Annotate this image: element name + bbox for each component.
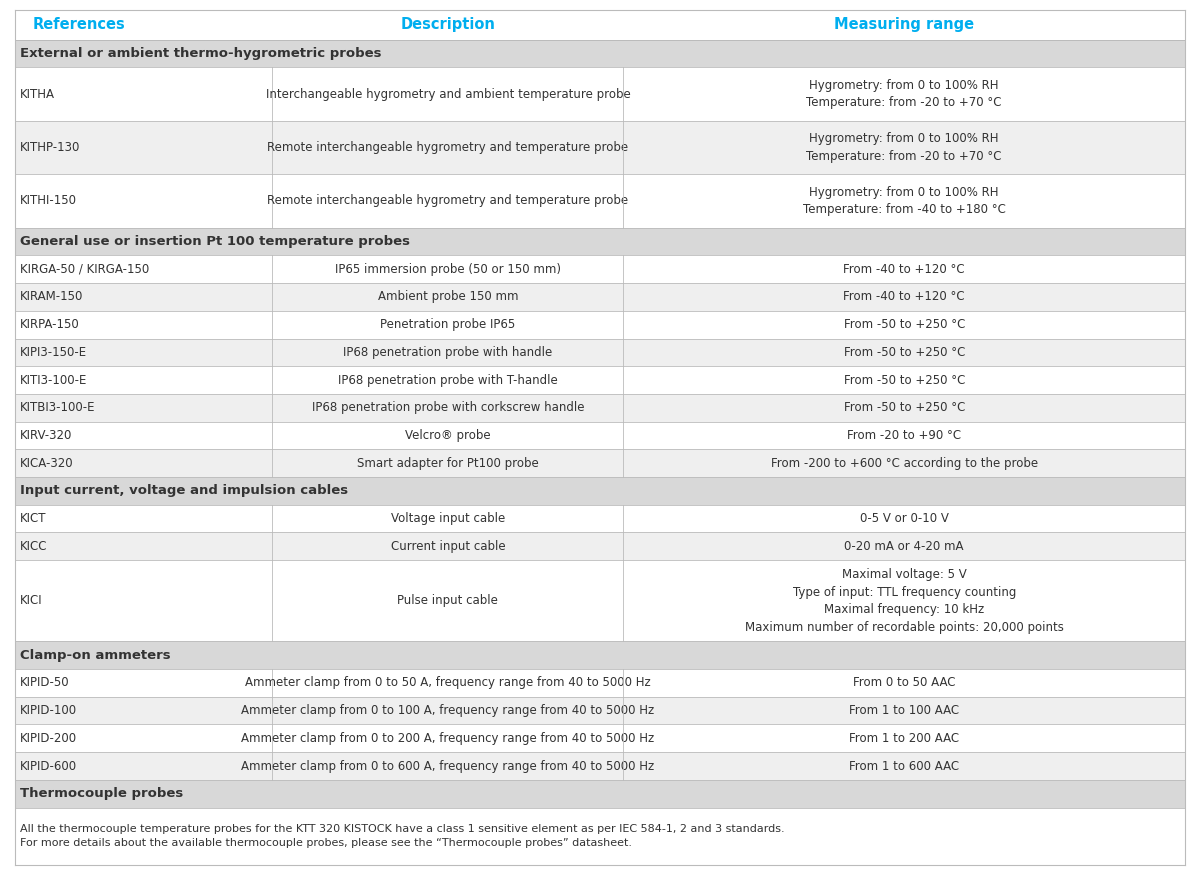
- Text: KITI3-100-E: KITI3-100-E: [20, 374, 88, 387]
- Bar: [14, 394, 1186, 422]
- Text: KIRV-320: KIRV-320: [20, 429, 72, 442]
- Text: Clamp-on ammeters: Clamp-on ammeters: [20, 648, 170, 662]
- Text: KIPID-600: KIPID-600: [20, 760, 77, 773]
- Text: From 1 to 200 AAC: From 1 to 200 AAC: [850, 732, 959, 745]
- Bar: [14, 780, 1186, 808]
- Bar: [14, 311, 1186, 339]
- Text: Ammeter clamp from 0 to 100 A, frequency range from 40 to 5000 Hz: Ammeter clamp from 0 to 100 A, frequency…: [241, 704, 654, 717]
- Text: From -20 to +90 °C: From -20 to +90 °C: [847, 429, 961, 442]
- Text: Velcro® probe: Velcro® probe: [406, 429, 491, 442]
- Bar: [14, 533, 1186, 560]
- Text: 0-5 V or 0-10 V: 0-5 V or 0-10 V: [859, 512, 949, 525]
- Bar: [14, 67, 1186, 121]
- Text: All the thermocouple temperature probes for the KTT 320 KISTOCK have a class 1 s: All the thermocouple temperature probes …: [20, 824, 785, 848]
- Text: From 0 to 50 AAC: From 0 to 50 AAC: [853, 676, 955, 690]
- Text: KIPI3-150-E: KIPI3-150-E: [20, 346, 88, 359]
- Text: Interchangeable hygrometry and ambient temperature probe: Interchangeable hygrometry and ambient t…: [265, 88, 630, 101]
- Text: KIPID-100: KIPID-100: [20, 704, 77, 717]
- Text: Ammeter clamp from 0 to 200 A, frequency range from 40 to 5000 Hz: Ammeter clamp from 0 to 200 A, frequency…: [241, 732, 654, 745]
- Text: KITHA: KITHA: [20, 88, 55, 101]
- Bar: [14, 477, 1186, 505]
- Text: KIRAM-150: KIRAM-150: [20, 290, 83, 304]
- Text: From -50 to +250 °C: From -50 to +250 °C: [844, 318, 965, 331]
- Text: KIRGA-50 / KIRGA-150: KIRGA-50 / KIRGA-150: [20, 262, 149, 276]
- Bar: [14, 560, 1186, 641]
- Text: KITHI-150: KITHI-150: [20, 194, 77, 207]
- Bar: [14, 669, 1186, 696]
- Text: IP68 penetration probe with corkscrew handle: IP68 penetration probe with corkscrew ha…: [312, 402, 584, 414]
- Text: General use or insertion Pt 100 temperature probes: General use or insertion Pt 100 temperat…: [20, 235, 410, 248]
- Text: Thermocouple probes: Thermocouple probes: [20, 788, 184, 801]
- Text: KIRPA-150: KIRPA-150: [20, 318, 79, 331]
- Text: 0-20 mA or 4-20 mA: 0-20 mA or 4-20 mA: [845, 540, 964, 553]
- Text: Pulse input cable: Pulse input cable: [397, 594, 498, 607]
- Text: IP68 penetration probe with T-handle: IP68 penetration probe with T-handle: [338, 374, 558, 387]
- Text: Maximal voltage: 5 V
Type of input: TTL frequency counting
Maximal frequency: 10: Maximal voltage: 5 V Type of input: TTL …: [745, 568, 1063, 634]
- Text: KICC: KICC: [20, 540, 48, 553]
- Bar: [14, 752, 1186, 780]
- Bar: [14, 641, 1186, 669]
- Text: KITBI3-100-E: KITBI3-100-E: [20, 402, 96, 414]
- Text: Remote interchangeable hygrometry and temperature probe: Remote interchangeable hygrometry and te…: [268, 141, 629, 154]
- Text: Hygrometry: from 0 to 100% RH
Temperature: from -40 to +180 °C: Hygrometry: from 0 to 100% RH Temperatur…: [803, 186, 1006, 216]
- Bar: [14, 450, 1186, 477]
- Bar: [14, 339, 1186, 367]
- Text: References: References: [32, 18, 126, 32]
- Bar: [14, 255, 1186, 284]
- Text: KIPID-200: KIPID-200: [20, 732, 77, 745]
- Text: Description: Description: [401, 18, 496, 32]
- Text: From -50 to +250 °C: From -50 to +250 °C: [844, 346, 965, 359]
- Bar: [14, 422, 1186, 450]
- Text: KICT: KICT: [20, 512, 47, 525]
- Text: Current input cable: Current input cable: [390, 540, 505, 553]
- Text: Ammeter clamp from 0 to 50 A, frequency range from 40 to 5000 Hz: Ammeter clamp from 0 to 50 A, frequency …: [245, 676, 650, 690]
- Bar: [14, 39, 1186, 67]
- Text: KITHP-130: KITHP-130: [20, 141, 80, 154]
- Text: Smart adapter for Pt100 probe: Smart adapter for Pt100 probe: [358, 457, 539, 470]
- Text: From 1 to 100 AAC: From 1 to 100 AAC: [850, 704, 959, 717]
- Text: IP65 immersion probe (50 or 150 mm): IP65 immersion probe (50 or 150 mm): [335, 262, 560, 276]
- Bar: [14, 724, 1186, 752]
- Text: KICI: KICI: [20, 594, 43, 607]
- Bar: [14, 284, 1186, 311]
- Text: From -50 to +250 °C: From -50 to +250 °C: [844, 402, 965, 414]
- Text: Penetration probe IP65: Penetration probe IP65: [380, 318, 516, 331]
- Bar: [14, 228, 1186, 255]
- Text: Ammeter clamp from 0 to 600 A, frequency range from 40 to 5000 Hz: Ammeter clamp from 0 to 600 A, frequency…: [241, 760, 654, 773]
- Bar: [14, 505, 1186, 533]
- Text: From -40 to +120 °C: From -40 to +120 °C: [844, 290, 965, 304]
- Bar: [14, 367, 1186, 394]
- Text: KICA-320: KICA-320: [20, 457, 73, 470]
- Text: Ambient probe 150 mm: Ambient probe 150 mm: [378, 290, 518, 304]
- Text: Remote interchangeable hygrometry and temperature probe: Remote interchangeable hygrometry and te…: [268, 194, 629, 207]
- Bar: [14, 10, 1186, 39]
- Text: From -50 to +250 °C: From -50 to +250 °C: [844, 374, 965, 387]
- Text: Input current, voltage and impulsion cables: Input current, voltage and impulsion cab…: [20, 485, 348, 497]
- Bar: [14, 696, 1186, 724]
- Text: From 1 to 600 AAC: From 1 to 600 AAC: [850, 760, 959, 773]
- Bar: [14, 174, 1186, 228]
- Text: KIPID-50: KIPID-50: [20, 676, 70, 690]
- Bar: [14, 121, 1186, 174]
- Text: Measuring range: Measuring range: [834, 18, 974, 32]
- Text: From -200 to +600 °C according to the probe: From -200 to +600 °C according to the pr…: [770, 457, 1038, 470]
- Text: IP68 penetration probe with handle: IP68 penetration probe with handle: [343, 346, 552, 359]
- Text: External or ambient thermo-hygrometric probes: External or ambient thermo-hygrometric p…: [20, 47, 382, 60]
- Text: Voltage input cable: Voltage input cable: [391, 512, 505, 525]
- Text: From -40 to +120 °C: From -40 to +120 °C: [844, 262, 965, 276]
- Bar: [14, 808, 1186, 865]
- Text: Hygrometry: from 0 to 100% RH
Temperature: from -20 to +70 °C: Hygrometry: from 0 to 100% RH Temperatur…: [806, 79, 1002, 109]
- Text: Hygrometry: from 0 to 100% RH
Temperature: from -20 to +70 °C: Hygrometry: from 0 to 100% RH Temperatur…: [806, 132, 1002, 163]
